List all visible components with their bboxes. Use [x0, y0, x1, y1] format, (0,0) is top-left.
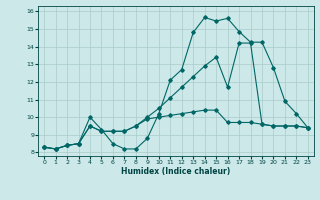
X-axis label: Humidex (Indice chaleur): Humidex (Indice chaleur) — [121, 167, 231, 176]
